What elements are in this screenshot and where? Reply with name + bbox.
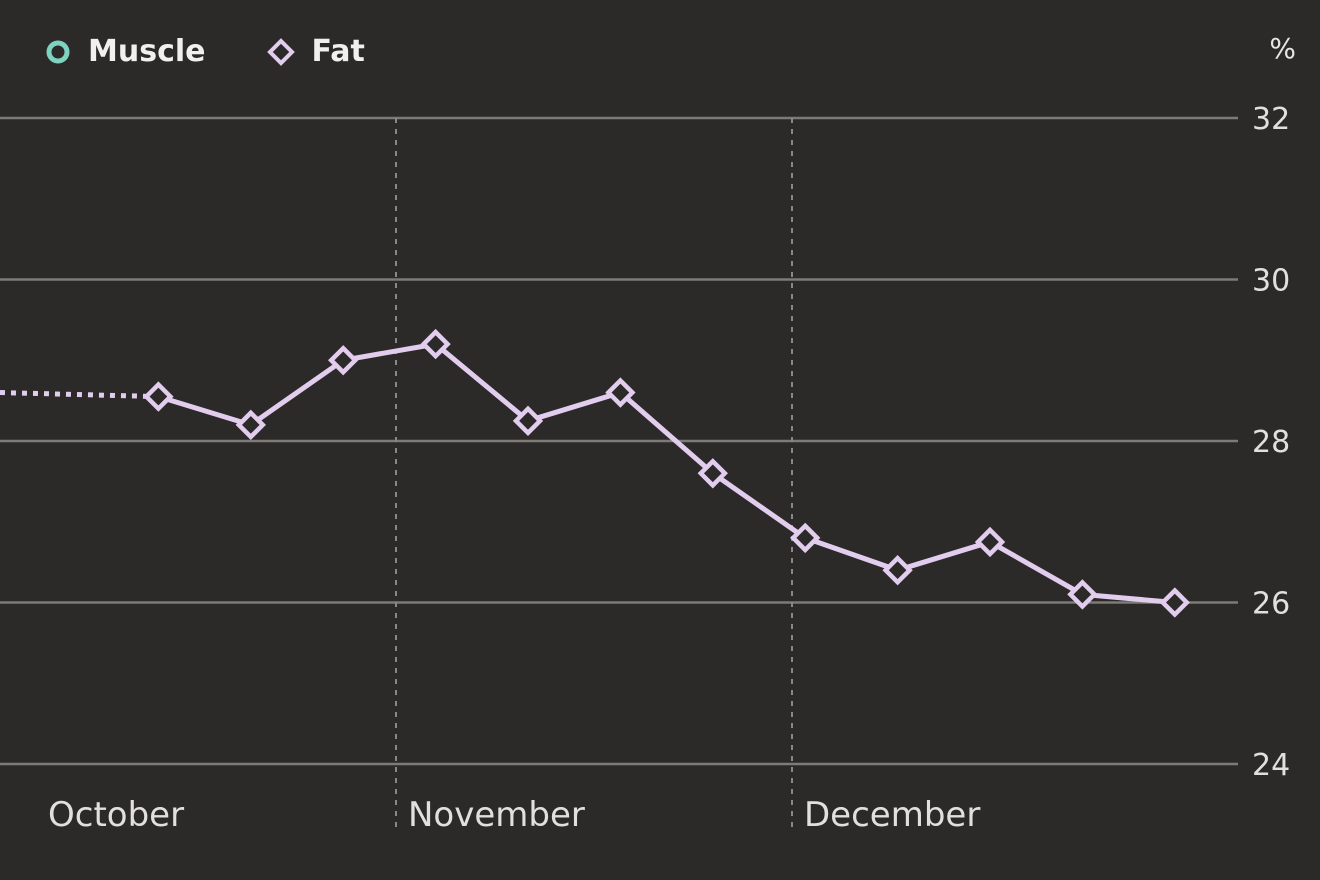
data-point-fat (328, 345, 359, 376)
data-point-fat (1067, 579, 1098, 610)
x-tick-label: December (804, 795, 980, 835)
circle-marker-icon (46, 40, 70, 63)
y-tick-label: 32 (1252, 102, 1290, 137)
data-point-fat (974, 526, 1006, 558)
series-line-fat (157, 341, 1176, 605)
data-point-fat (697, 458, 728, 489)
series-lead-in (0, 390, 159, 400)
data-point-fat (790, 522, 821, 554)
data-point-fat (605, 377, 636, 408)
y-tick-label: 26 (1252, 587, 1290, 622)
legend: Muscle Fat (44, 34, 365, 69)
y-tick-label: 24 (1252, 748, 1290, 783)
data-point-fat (1159, 587, 1190, 618)
legend-label-fat: Fat (311, 34, 365, 69)
y-tick-label: 30 (1252, 264, 1290, 299)
data-point-fat (420, 328, 451, 360)
data-point-fat (143, 381, 174, 412)
data-point-fat (882, 555, 913, 586)
y-tick-label: 28 (1252, 425, 1290, 460)
legend-item-fat[interactable]: Fat (267, 34, 365, 69)
diamond-marker-icon (267, 37, 296, 66)
y-axis-unit: % (1269, 32, 1296, 65)
data-point-fat (512, 405, 544, 436)
x-tick-label: October (48, 795, 184, 835)
legend-label-muscle: Muscle (88, 34, 206, 69)
data-point-fat (235, 409, 266, 441)
x-tick-label: November (408, 795, 585, 835)
legend-item-muscle[interactable]: Muscle (44, 34, 205, 69)
